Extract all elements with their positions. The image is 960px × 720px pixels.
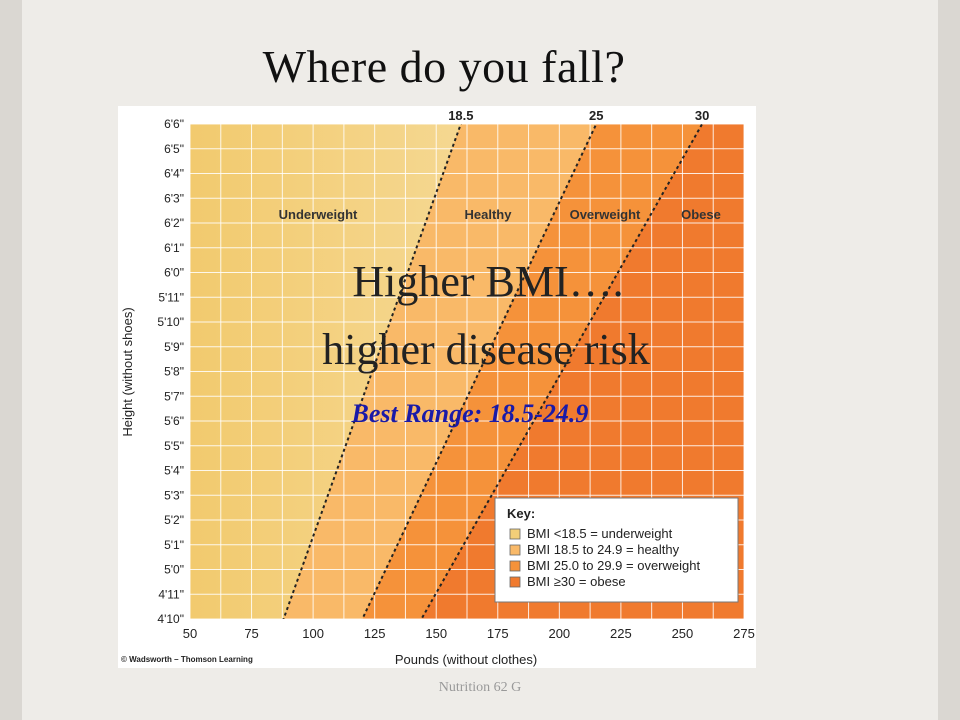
slide-frame-right xyxy=(938,0,960,720)
y-axis-ticks: 4'10" 4'11" 5'0" 5'1" 5'2" 5'3" 5'4" 5'5" 5'6" 5'… xyxy=(157,117,184,626)
x-tick-label: 250 xyxy=(672,626,694,641)
y-tick-label: 5'6" xyxy=(164,414,184,428)
slide-title: Where do you fall? xyxy=(262,41,626,92)
region-label-obese: Obese xyxy=(681,207,721,222)
y-tick-label: 6'4" xyxy=(164,167,184,181)
x-tick-label: 50 xyxy=(183,626,197,641)
bmi-line-25 xyxy=(361,124,598,619)
y-tick-label: 6'2" xyxy=(164,216,184,230)
y-tick-label: 6'6" xyxy=(164,117,184,131)
x-axis-label: Pounds (without clothes) xyxy=(395,652,537,667)
bmi-label-30: 30 xyxy=(695,108,709,123)
legend-box xyxy=(494,497,739,603)
region-label-overweight: Overweight xyxy=(570,207,641,222)
x-tick-label: 125 xyxy=(364,626,386,641)
bmi-label-25: 25 xyxy=(589,108,603,123)
bmi-line-30 xyxy=(420,124,704,619)
region-label-underweight: Underweight xyxy=(279,207,358,222)
y-tick-label: 5'7" xyxy=(164,389,184,403)
y-tick-label: 6'1" xyxy=(164,241,184,255)
legend-swatch-underweight xyxy=(509,528,521,540)
x-tick-label: 200 xyxy=(548,626,570,641)
y-tick-label: 4'11" xyxy=(158,587,184,601)
y-axis-label: Height (without shoes) xyxy=(120,307,135,436)
y-tick-label: 5'9" xyxy=(164,340,184,354)
legend-item-healthy: BMI 18.5 to 24.9 = healthy xyxy=(527,542,680,557)
y-tick-label: 5'0" xyxy=(164,563,184,577)
legend-title: Key: xyxy=(507,506,535,521)
x-tick-label: 75 xyxy=(244,626,258,641)
legend-swatch-overweight xyxy=(509,560,521,572)
bmi-label-18.5: 18.5 xyxy=(448,108,473,123)
legend: Key: BMI <18.5 = underweight BMI 18.5 to… xyxy=(494,497,739,603)
legend-item-obese: BMI ≥30 = obese xyxy=(527,574,626,589)
legend-item-overweight: BMI 25.0 to 29.9 = overweight xyxy=(527,558,700,573)
y-tick-label: 5'11" xyxy=(158,290,184,304)
y-tick-label: 5'4" xyxy=(164,464,184,478)
y-tick-label: 5'10" xyxy=(157,315,184,329)
y-tick-label: 5'3" xyxy=(164,488,184,502)
bmi-threshold-labels: 18.5 25 30 xyxy=(448,108,709,123)
legend-swatch-healthy xyxy=(509,544,521,556)
credit-text: © Wadsworth – Thomson Learning xyxy=(121,655,253,664)
bmi-chart: 18.5 25 30 50 75 100 125 150 175 200 225 250 275 4'… xyxy=(118,106,756,668)
x-axis-ticks: 50 75 100 125 150 175 200 225 250 275 xyxy=(183,626,755,641)
x-tick-label: 275 xyxy=(733,626,755,641)
legend-item-underweight: BMI <18.5 = underweight xyxy=(527,526,673,541)
region-label-healthy: Healthy xyxy=(465,207,513,222)
slide-footer: Nutrition 62 G xyxy=(438,680,522,695)
y-tick-label: 5'1" xyxy=(164,538,184,552)
y-tick-label: 5'5" xyxy=(164,439,184,453)
y-tick-label: 5'2" xyxy=(164,513,184,527)
slide-frame-left xyxy=(0,0,22,720)
x-tick-label: 150 xyxy=(425,626,447,641)
x-tick-label: 175 xyxy=(487,626,509,641)
overlay-line-1: Higher BMI…. xyxy=(352,257,623,306)
x-tick-label: 225 xyxy=(610,626,632,641)
overlay-line-2: higher disease risk xyxy=(322,325,649,374)
y-tick-label: 6'5" xyxy=(164,142,184,156)
y-tick-label: 6'3" xyxy=(164,191,184,205)
y-tick-label: 6'0" xyxy=(164,266,184,280)
y-tick-label: 5'8" xyxy=(164,365,184,379)
legend-swatch-obese xyxy=(509,576,521,588)
bmi-threshold-lines xyxy=(282,124,704,619)
bmi-line-18.5 xyxy=(282,124,462,619)
y-tick-label: 4'10" xyxy=(157,612,184,626)
best-range-text: Best Range: 18.5-24.9 xyxy=(351,399,589,428)
x-tick-label: 100 xyxy=(302,626,324,641)
